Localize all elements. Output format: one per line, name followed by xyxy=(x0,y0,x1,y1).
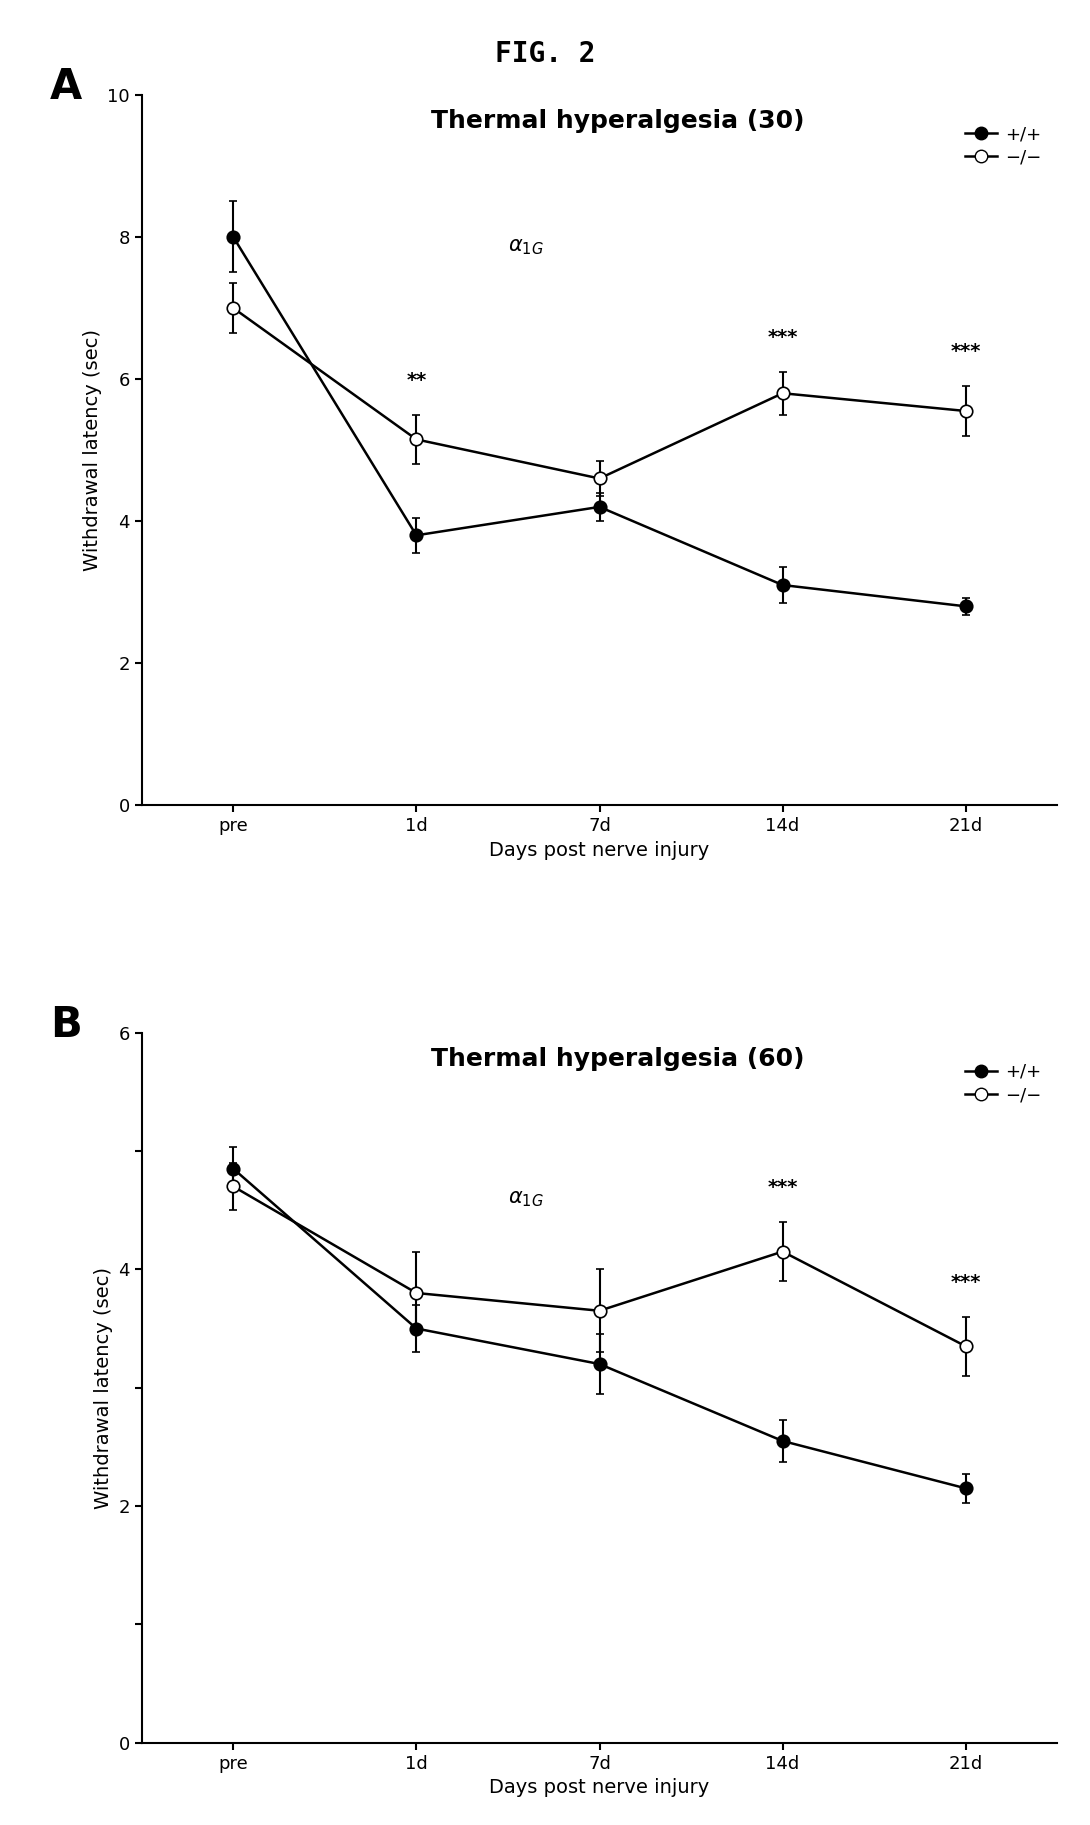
Y-axis label: Withdrawal latency (sec): Withdrawal latency (sec) xyxy=(94,1267,113,1509)
X-axis label: Days post nerve injury: Days post nerve injury xyxy=(489,841,710,860)
Text: **: ** xyxy=(407,370,426,391)
Legend: +/+, −/−: +/+, −/− xyxy=(958,119,1049,173)
Text: Thermal hyperalgesia (30): Thermal hyperalgesia (30) xyxy=(431,110,804,133)
Text: A: A xyxy=(50,66,83,108)
Text: FIG. 2: FIG. 2 xyxy=(495,40,595,68)
Text: Thermal hyperalgesia (60): Thermal hyperalgesia (60) xyxy=(431,1048,804,1071)
Text: ***: *** xyxy=(950,1272,981,1292)
Y-axis label: Withdrawal latency (sec): Withdrawal latency (sec) xyxy=(83,328,101,571)
X-axis label: Days post nerve injury: Days post nerve injury xyxy=(489,1778,710,1798)
Legend: +/+, −/−: +/+, −/− xyxy=(958,1057,1049,1111)
Text: $\alpha_{1G}$: $\alpha_{1G}$ xyxy=(508,237,544,257)
Text: B: B xyxy=(50,1004,82,1046)
Text: ***: *** xyxy=(767,328,798,347)
Text: ***: *** xyxy=(767,1179,798,1197)
Text: ***: *** xyxy=(950,343,981,361)
Text: $\alpha_{1G}$: $\alpha_{1G}$ xyxy=(508,1188,544,1208)
